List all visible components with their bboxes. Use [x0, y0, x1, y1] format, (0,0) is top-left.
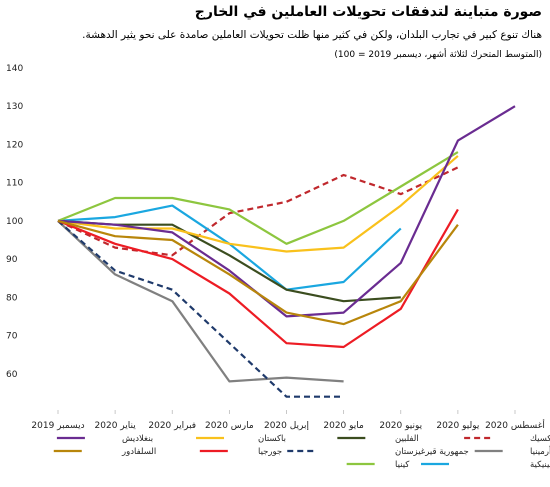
legend-label: الجمهورية الدومينيكية — [530, 460, 550, 470]
legend-label: بنغلاديش — [122, 434, 153, 444]
y-tick-label: 70 — [6, 332, 18, 342]
legend-label: جورجيا — [258, 447, 282, 457]
y-tick-label: 80 — [6, 293, 18, 303]
x-tick-label: يناير 2020 — [95, 421, 137, 431]
series-line — [57, 151, 459, 245]
legend-label: السلفادور — [121, 447, 156, 457]
series-lines — [57, 105, 516, 398]
legend-label: جمهورية قيرغيزستان — [395, 447, 469, 457]
x-tick-label: إبريل 2020 — [264, 421, 309, 431]
series-line — [57, 220, 344, 398]
x-tick-label: يونيو 2020 — [379, 421, 422, 431]
y-tick-label: 140 — [6, 64, 23, 74]
y-tick-label: 130 — [6, 102, 23, 112]
x-tick-label: مايو 2020 — [323, 421, 364, 431]
series-line — [57, 220, 344, 383]
legend-label: المكسيك — [530, 434, 550, 444]
legend: المكسيك الفلبين باكستان بنغلاديش أرمينيا جمهو… — [53, 434, 550, 470]
x-tick-label: يوليو 2020 — [436, 421, 480, 431]
legend-label: كينيا — [395, 460, 410, 470]
y-tick-label: 90 — [6, 255, 18, 265]
legend-label: باكستان — [258, 434, 286, 444]
legend-label: الفلبين — [395, 434, 419, 444]
y-tick-label: 60 — [6, 370, 18, 380]
chart-note: (المتوسط المتحرك لثلاثة أشهر، ديسمبر 201… — [334, 50, 542, 60]
series-line — [57, 208, 459, 349]
x-tick-label: ديسمبر 2019 — [31, 421, 84, 431]
series-line — [57, 219, 401, 303]
series-line — [57, 219, 459, 326]
x-tick-label: فبراير 2020 — [148, 421, 196, 431]
chart-subtitle: هناك تنوع كبير في تجارب البلدان، ولكن في… — [82, 29, 542, 41]
y-tick-label: 110 — [6, 179, 23, 189]
y-tick-label: 120 — [6, 140, 23, 150]
series-line — [57, 155, 459, 253]
y-tick-label: 100 — [6, 217, 23, 227]
x-tick-label: مارس 2020 — [205, 421, 254, 431]
axes: 60 70 80 90 100 110 120 130 140 ديسمبر 2019 يناير … — [6, 64, 545, 431]
series-line — [57, 105, 516, 318]
series-line — [57, 166, 459, 257]
x-tick-label: أغسطس 2020 — [485, 419, 545, 431]
chart-title: صورة متباينة لتدفقات تحويلات العاملين في… — [194, 4, 542, 20]
legend-label: أرمينيا — [530, 445, 550, 457]
